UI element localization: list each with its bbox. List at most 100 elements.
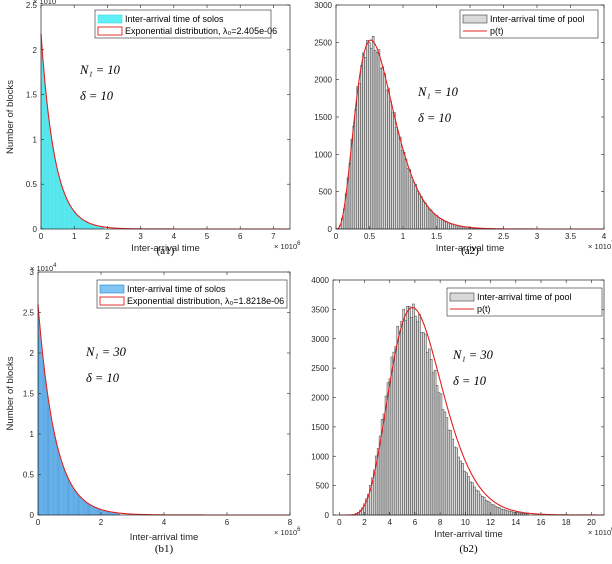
histogram-bar — [45, 382, 47, 516]
annotation-text: δ = 10 — [86, 371, 120, 385]
legend-label: Inter-arrival time of solos — [125, 14, 224, 24]
legend-label: Inter-arrival time of pool — [490, 14, 585, 24]
histogram-bar — [510, 511, 513, 516]
histogram-bar — [393, 112, 396, 230]
histogram-bar — [67, 479, 70, 516]
histogram-bar — [398, 331, 401, 516]
histogram-bar — [64, 471, 66, 516]
histogram-bar — [455, 447, 458, 516]
histogram-bar — [496, 507, 500, 516]
x-tick-label: 2 — [468, 232, 473, 241]
histogram-bar — [82, 499, 84, 516]
histogram-bar — [445, 221, 448, 230]
histogram-bar — [400, 320, 403, 516]
histogram-bar — [57, 451, 60, 516]
legend: Inter-arrival time of pool p(t) — [446, 287, 603, 317]
y-tick-label: 3000 — [314, 1, 332, 10]
x-tick-label: 4 — [602, 232, 607, 241]
histogram-bar — [512, 511, 515, 516]
histogram-bar — [465, 472, 468, 516]
histogram-bar — [65, 473, 67, 516]
histogram-bar — [404, 319, 407, 516]
histogram-bar — [104, 510, 106, 516]
x-tick-label: 0.5 — [364, 232, 376, 241]
histogram-bar — [475, 489, 478, 516]
histogram-bar — [412, 182, 415, 230]
legend-swatch-histogram — [99, 284, 125, 294]
histogram-bar — [416, 321, 419, 516]
x-tick-label: 7 — [271, 232, 276, 241]
y-tick-label: 2500 — [311, 364, 329, 373]
histogram-bar — [390, 356, 394, 516]
histogram-bar — [471, 482, 474, 516]
x-tick-label: 6 — [413, 518, 418, 527]
x-tick-label: 20 — [587, 518, 596, 527]
histogram-bar — [443, 411, 447, 516]
x-tick-label: 1.5 — [431, 232, 443, 241]
histogram-bar — [431, 372, 435, 516]
x-tick-label: 4 — [387, 518, 392, 527]
y-tick-label: 3500 — [311, 305, 329, 314]
histogram-bar — [364, 57, 367, 230]
histogram-bar — [451, 438, 455, 516]
histogram-bar — [86, 502, 88, 516]
y-tick-label: 2000 — [314, 76, 332, 85]
y-tick-label: 4000 — [311, 276, 329, 285]
histogram-bar — [435, 215, 439, 230]
y-tick-label: 0.5 — [23, 471, 35, 480]
histogram-bar — [486, 500, 490, 516]
legend-label: Exponential distribution, λ₀=2.405e-06 — [125, 26, 277, 36]
histogram-bar — [502, 509, 506, 516]
y-tick-label: 0 — [30, 511, 35, 520]
histogram-bar — [400, 149, 404, 230]
y-tick-label: 2500 — [314, 38, 332, 47]
y-tick-label: 1000 — [311, 452, 329, 461]
histogram-bar — [396, 325, 400, 516]
histogram-bar — [445, 417, 449, 516]
legend-box — [94, 9, 272, 39]
histogram-bar — [105, 510, 107, 516]
histogram-bar — [46, 389, 48, 516]
y-tick-label: 2.5 — [23, 309, 35, 318]
histogram-bar — [429, 359, 433, 516]
x-tick-label: 2 — [105, 232, 110, 241]
legend-label: Inter-arrival time of solos — [127, 284, 226, 294]
histogram-bar — [75, 491, 77, 516]
histogram-bar — [439, 393, 443, 516]
histogram-bar — [426, 352, 429, 516]
histogram-bar — [89, 504, 91, 516]
histogram-bar — [43, 368, 45, 516]
y-tick-label: 2.5 — [26, 1, 38, 10]
x-axis-label: Inter-arrival time — [131, 243, 200, 254]
legend: Inter-arrival time of pool p(t) — [459, 9, 599, 39]
annotation-text: N₁ = 30 — [452, 348, 494, 362]
fit-curve — [40, 33, 290, 230]
x-tick-label: 6 — [238, 232, 243, 241]
histogram-bar — [97, 508, 100, 516]
histogram-bar — [362, 52, 365, 230]
histogram-bar — [369, 47, 373, 230]
histogram-bar — [58, 454, 60, 516]
legend-label: p(t) — [477, 304, 491, 314]
histogram-bar — [46, 396, 49, 516]
y-tick-label: 1 — [33, 135, 38, 144]
histogram-bar — [42, 360, 44, 516]
histogram-bar — [47, 402, 50, 516]
panel-caption: (b1) — [155, 543, 174, 555]
histogram-bar — [500, 508, 504, 516]
histogram-bar — [90, 505, 92, 516]
histogram-bar — [427, 348, 431, 516]
histogram-bar — [479, 494, 482, 516]
histogram-bar — [420, 196, 423, 230]
histogram-bar — [443, 220, 446, 230]
histogram-bar — [453, 224, 456, 230]
y-tick-label: 1500 — [314, 113, 332, 122]
histogram-bar — [416, 191, 419, 230]
histogram-bar — [482, 497, 486, 516]
histogram-bars — [339, 36, 504, 230]
legend: Inter-arrival time of solos Exponential d… — [96, 279, 288, 309]
histogram-bar — [447, 222, 450, 230]
legend-box — [96, 279, 288, 309]
histogram-bar — [433, 214, 437, 230]
y-tick-label: 3 — [30, 268, 35, 277]
